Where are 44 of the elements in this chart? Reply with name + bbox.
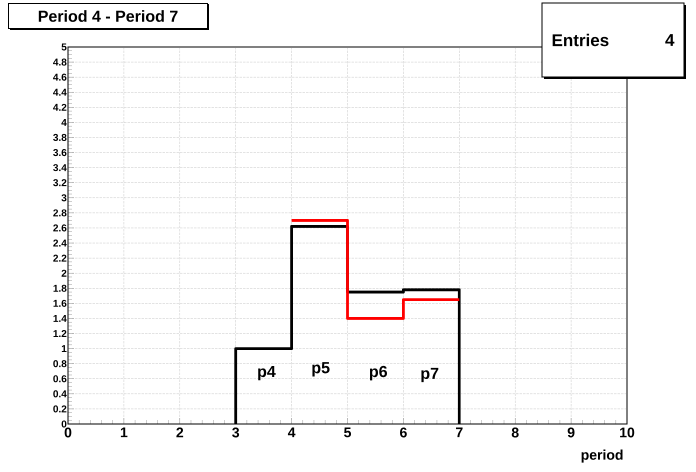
- annotation: p5: [312, 362, 330, 376]
- text: 4: [665, 34, 674, 46]
- y-tick-label: 2: [62, 270, 66, 277]
- y-tick-label: 4: [61, 118, 67, 126]
- annotation: p7: [421, 368, 438, 382]
- x-tick-label: 7: [456, 428, 463, 438]
- y-tick-label: 1.8: [54, 284, 66, 292]
- x-tick-label: 1: [120, 428, 128, 438]
- y-tick-label: 2.2: [53, 254, 66, 262]
- chart-title: Period 4 - Period 7: [38, 10, 178, 22]
- y-tick-label: 4.6: [53, 74, 66, 81]
- y-tick-label: 1.2: [54, 330, 66, 338]
- x-tick-label: 10: [620, 428, 634, 438]
- y-tick-label: 0.8: [53, 360, 66, 368]
- y-tick-label: 4.4: [53, 88, 67, 96]
- x-tick-label: 5: [344, 428, 352, 438]
- y-tick-label: 4.8: [53, 58, 66, 66]
- y-tick-label: 3.8: [53, 134, 66, 142]
- y-tick-label: 3.2: [53, 179, 66, 186]
- y-tick-label: 1.4: [54, 314, 67, 322]
- text: Entries: [552, 34, 608, 46]
- x-tick-label: 3: [232, 428, 240, 438]
- y-tick-label: 5: [62, 44, 67, 50]
- x-tick-label: 9: [568, 428, 574, 438]
- y-tick-label: 2.4: [53, 240, 67, 247]
- y-tick-label: 2.6: [53, 224, 66, 232]
- x-tick-label: 4: [288, 428, 296, 438]
- y-tick-label: 2.8: [53, 209, 66, 216]
- y-tick-label: 0.6: [53, 375, 66, 382]
- y-tick-label: 4.2: [53, 104, 66, 111]
- annotation: p6: [370, 366, 387, 380]
- x-tick-label: 8: [512, 428, 519, 438]
- y-tick-label: 0: [62, 420, 66, 428]
- x-tick-label: 2: [176, 428, 184, 438]
- y-tick-label: 0.2: [53, 405, 66, 412]
- x-tick-label: 6: [400, 428, 407, 438]
- x-axis-title: period: [582, 450, 623, 463]
- y-tick-label: 3.4: [53, 164, 67, 172]
- y-tick-label: 1: [62, 345, 67, 352]
- annotation: p4: [258, 366, 276, 380]
- y-tick-label: 3: [61, 194, 66, 202]
- y-tick-label: 0.4: [53, 390, 67, 398]
- y-tick-label: 1.6: [54, 300, 66, 307]
- y-tick-label: 3.6: [53, 149, 66, 156]
